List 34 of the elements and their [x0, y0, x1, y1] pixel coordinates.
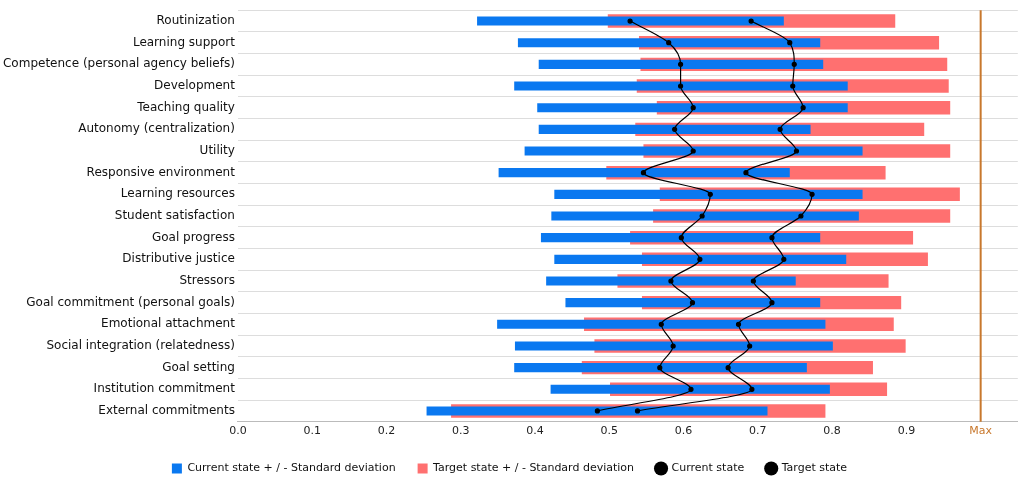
x-tick-label: 0.6: [674, 424, 693, 438]
y-tick-label: Stressors: [179, 273, 235, 288]
legend-label: Target state: [780, 461, 848, 475]
legend-label: Target state + / - Standard deviation: [432, 461, 635, 475]
y-tick-label: Student satisfaction: [114, 208, 235, 223]
x-tick-label: Max: [969, 424, 993, 438]
y-tick-label: Emotional attachment: [101, 316, 236, 331]
x-tick-label: 0.1: [303, 424, 321, 438]
x-tick-label: 0.8: [823, 424, 841, 438]
x-tick-label: 0.4: [526, 424, 544, 438]
y-tick-label: Development: [154, 78, 236, 93]
x-tick-label: 0.7: [749, 424, 767, 438]
y-tick-label: Goal setting: [162, 359, 235, 374]
x-tick-label: 0.3: [451, 424, 470, 438]
y-tick-label: Institution commitment: [93, 381, 236, 396]
legend-label: Current state + / - Standard deviation: [187, 461, 396, 475]
x-tick-label: 0.2: [377, 424, 396, 438]
y-tick-label: Social integration (relatedness): [46, 338, 235, 353]
y-tick-label: Utility: [199, 143, 235, 158]
y-tick-label: Learning support: [132, 34, 236, 49]
x-tick-label: 0.0: [229, 424, 247, 438]
y-tick-label: External commitments: [98, 403, 235, 418]
y-tick-label: Goal progress: [151, 229, 235, 244]
y-tick-label: Competence (personal agency beliefs): [2, 56, 235, 71]
y-tick-label: Teaching quality: [136, 99, 235, 114]
y-tick-label: Responsive environment: [86, 164, 236, 179]
y-tick-label: Distributive justice: [122, 251, 235, 266]
y-tick-label: Autonomy (centralization): [78, 121, 235, 136]
legend-label: Current state: [671, 461, 745, 475]
x-tick-label: 0.9: [897, 424, 916, 438]
y-tick-label: Goal commitment (personal goals): [26, 294, 235, 309]
x-tick-label: 0.5: [600, 424, 619, 438]
y-tick-label: Learning resources: [120, 186, 235, 201]
y-tick-label: Routinization: [156, 13, 235, 28]
